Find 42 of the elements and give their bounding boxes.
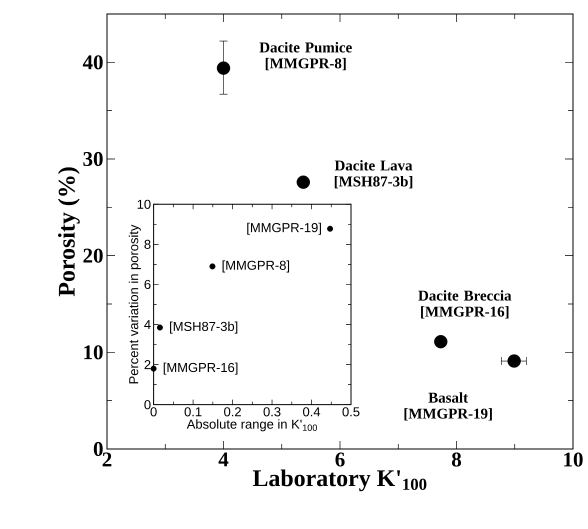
point xyxy=(434,335,448,348)
y-tick-label: 4 xyxy=(144,320,151,329)
y-tick-label: 6 xyxy=(144,280,151,290)
annotation: Dacite Pumice [MMGPR-8] xyxy=(260,42,352,70)
y-axis-title: Percent variation in porosity xyxy=(128,224,141,384)
x-tick-label: 0.5 xyxy=(342,407,360,416)
y-tick-label: 0 xyxy=(94,442,103,456)
x-tick-label: 0.3 xyxy=(264,407,280,416)
annotation: [MMGPR-19] xyxy=(247,222,321,235)
y-axis-title: Porosity (%) xyxy=(58,167,80,296)
point xyxy=(150,366,157,372)
x-tick-label: 0 xyxy=(150,407,157,416)
point xyxy=(209,263,216,270)
y-tick-label: 8 xyxy=(144,240,151,249)
point xyxy=(156,324,163,331)
y-tick-label: 40 xyxy=(82,55,103,70)
point xyxy=(327,226,334,232)
y-tick-label: 20 xyxy=(83,248,103,263)
y-tick-label: 2 xyxy=(144,360,150,370)
annotation: Basalt [MMGPR-19] xyxy=(404,392,492,421)
y-tick-label: 0 xyxy=(144,400,151,410)
x-tick-label: 10 xyxy=(564,452,583,467)
annotation: Dacite Lava [MSH87-3b] xyxy=(334,160,412,188)
x-tick-label: 6 xyxy=(335,452,345,467)
x-tick-label: 2 xyxy=(102,452,112,466)
x-axis-title: Absolute range in K'$_{100}$ xyxy=(186,419,318,432)
y-tick-label: 10 xyxy=(84,345,103,360)
annotation: [MSH87-3b] xyxy=(170,321,238,334)
x-axis-title: Laboratory K'$_{100}$ xyxy=(252,469,426,492)
x-tick-label: 4 xyxy=(218,452,228,466)
annotation: [MMGPR-8] xyxy=(222,260,290,272)
y-tick-label: 30 xyxy=(83,152,103,166)
y-tick-label: 10 xyxy=(138,200,151,209)
point xyxy=(507,354,521,368)
x-tick-label: 0.2 xyxy=(224,407,241,416)
x-tick-label: 8 xyxy=(452,452,462,467)
annotation: [MMGPR-16] xyxy=(164,362,238,375)
point xyxy=(216,61,230,75)
point xyxy=(296,176,310,189)
x-tick-label: 0.4 xyxy=(303,407,320,416)
x-tick-label: 0.1 xyxy=(184,407,202,416)
annotation: Dacite Breccia [MMGPR-16] xyxy=(418,290,512,318)
